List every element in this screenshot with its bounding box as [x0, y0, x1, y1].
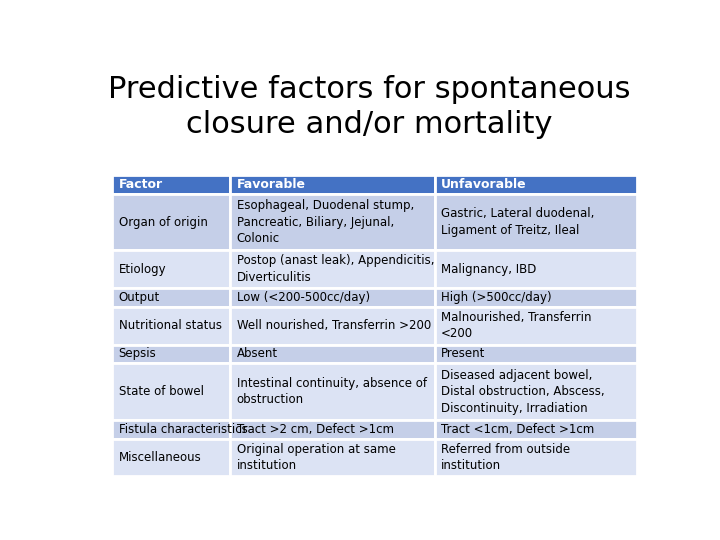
FancyBboxPatch shape [230, 363, 435, 420]
Text: Factor: Factor [119, 178, 163, 191]
Text: Unfavorable: Unfavorable [441, 178, 527, 191]
Text: Present: Present [441, 347, 485, 361]
Text: Absent: Absent [237, 347, 278, 361]
Text: Fistula characteristics: Fistula characteristics [119, 423, 248, 436]
FancyBboxPatch shape [230, 194, 435, 251]
FancyBboxPatch shape [230, 175, 435, 194]
Text: Tract >2 cm, Defect >1cm: Tract >2 cm, Defect >1cm [237, 423, 394, 436]
Text: State of bowel: State of bowel [119, 385, 204, 398]
Text: Low (<200-500cc/day): Low (<200-500cc/day) [237, 291, 370, 304]
Text: Referred from outside
institution: Referred from outside institution [441, 443, 570, 472]
FancyBboxPatch shape [112, 175, 230, 194]
FancyBboxPatch shape [112, 251, 230, 288]
Text: Postop (anast leak), Appendicitis,
Diverticulitis: Postop (anast leak), Appendicitis, Diver… [237, 254, 434, 284]
FancyBboxPatch shape [435, 288, 637, 307]
FancyBboxPatch shape [112, 288, 230, 307]
FancyBboxPatch shape [435, 307, 637, 345]
FancyBboxPatch shape [112, 363, 230, 420]
FancyBboxPatch shape [435, 175, 637, 194]
FancyBboxPatch shape [435, 251, 637, 288]
FancyBboxPatch shape [230, 288, 435, 307]
FancyBboxPatch shape [112, 439, 230, 476]
Text: Esophageal, Duodenal stump,
Pancreatic, Biliary, Jejunal,
Colonic: Esophageal, Duodenal stump, Pancreatic, … [237, 199, 414, 245]
FancyBboxPatch shape [435, 439, 637, 476]
Text: Original operation at same
institution: Original operation at same institution [237, 443, 395, 472]
Text: Diseased adjacent bowel,
Distal obstruction, Abscess,
Discontinuity, Irradiation: Diseased adjacent bowel, Distal obstruct… [441, 369, 605, 415]
FancyBboxPatch shape [435, 345, 637, 363]
FancyBboxPatch shape [112, 194, 230, 251]
Text: Well nourished, Transferrin >200: Well nourished, Transferrin >200 [237, 319, 431, 332]
FancyBboxPatch shape [230, 345, 435, 363]
Text: Nutritional status: Nutritional status [119, 319, 222, 332]
Text: Malignancy, IBD: Malignancy, IBD [441, 262, 536, 276]
Text: Miscellaneous: Miscellaneous [119, 451, 202, 464]
Text: Organ of origin: Organ of origin [119, 215, 207, 228]
FancyBboxPatch shape [112, 345, 230, 363]
FancyBboxPatch shape [112, 307, 230, 345]
FancyBboxPatch shape [112, 420, 230, 439]
Text: Intestinal continuity, absence of
obstruction: Intestinal continuity, absence of obstru… [237, 377, 427, 407]
Text: Malnourished, Transferrin
<200: Malnourished, Transferrin <200 [441, 311, 592, 340]
Text: High (>500cc/day): High (>500cc/day) [441, 291, 552, 304]
Text: Gastric, Lateral duodenal,
Ligament of Treitz, Ileal: Gastric, Lateral duodenal, Ligament of T… [441, 207, 595, 237]
FancyBboxPatch shape [435, 194, 637, 251]
Text: Output: Output [119, 291, 160, 304]
FancyBboxPatch shape [435, 420, 637, 439]
Text: Predictive factors for spontaneous
closure and/or mortality: Predictive factors for spontaneous closu… [108, 75, 630, 139]
Text: Favorable: Favorable [237, 178, 305, 191]
FancyBboxPatch shape [230, 420, 435, 439]
Text: Etiology: Etiology [119, 262, 166, 276]
FancyBboxPatch shape [230, 251, 435, 288]
FancyBboxPatch shape [230, 307, 435, 345]
FancyBboxPatch shape [435, 363, 637, 420]
Text: Sepsis: Sepsis [119, 347, 156, 361]
Text: Tract <1cm, Defect >1cm: Tract <1cm, Defect >1cm [441, 423, 595, 436]
FancyBboxPatch shape [230, 439, 435, 476]
